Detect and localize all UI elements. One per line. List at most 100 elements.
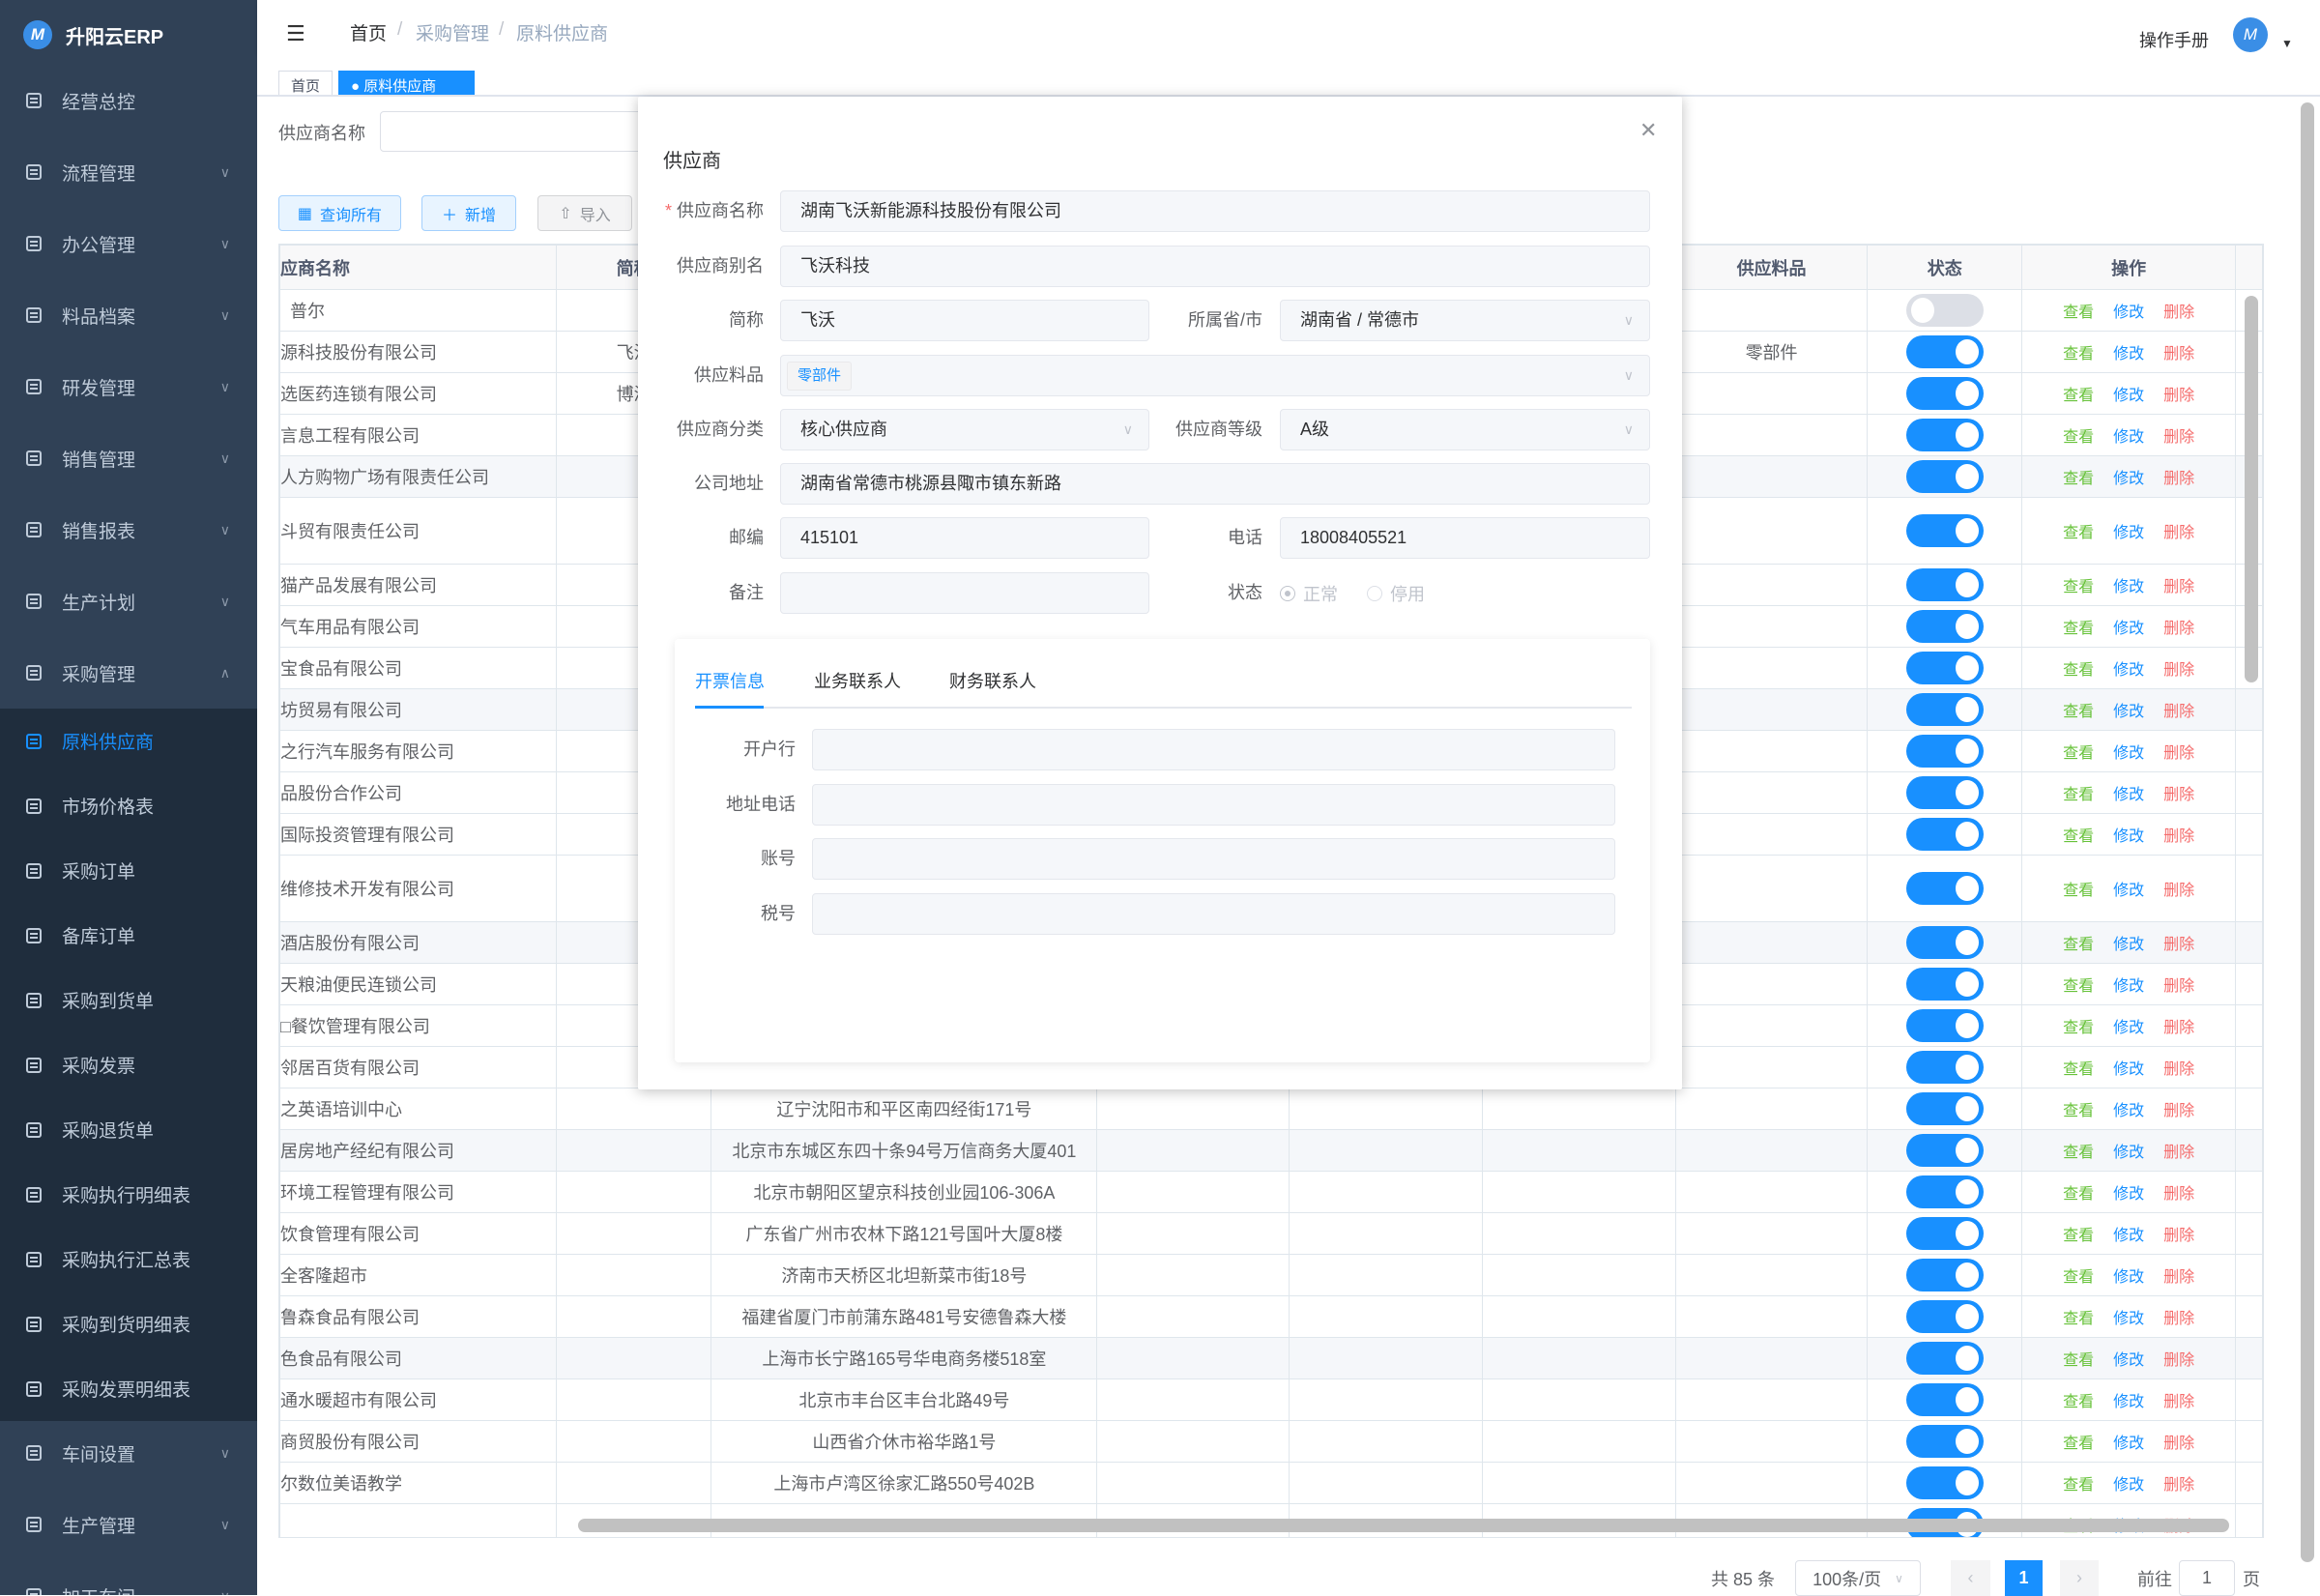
delete-link[interactable]: 删除 xyxy=(2163,1020,2195,1036)
view-link[interactable]: 查看 xyxy=(2063,1020,2095,1036)
page-scrollbar[interactable] xyxy=(2301,102,2314,1562)
sidebar-subitem-8[interactable]: 采购执行汇总表 xyxy=(0,1227,257,1291)
tab-home[interactable]: 首页 xyxy=(278,71,334,95)
page-1-button[interactable]: 1 xyxy=(2005,1560,2043,1596)
edit-link[interactable]: 修改 xyxy=(2113,388,2145,404)
caret-down-icon[interactable]: ▼ xyxy=(2281,37,2293,50)
view-link[interactable]: 查看 xyxy=(2063,429,2095,446)
delete-link[interactable]: 删除 xyxy=(2163,1186,2195,1203)
delete-link[interactable]: 删除 xyxy=(2163,1269,2195,1286)
edit-link[interactable]: 修改 xyxy=(2113,883,2145,899)
view-link[interactable]: 查看 xyxy=(2063,1186,2095,1203)
col-material[interactable]: 供应料品 xyxy=(1674,245,1869,290)
delete-link[interactable]: 删除 xyxy=(2163,1477,2195,1494)
radio-normal[interactable]: 正常 xyxy=(1280,581,1338,606)
delete-link[interactable]: 删除 xyxy=(2163,978,2195,995)
delete-link[interactable]: 删除 xyxy=(2163,1145,2195,1161)
province-select[interactable]: 湖南省 / 常德市 ∨ xyxy=(1280,300,1650,341)
breadcrumb-home[interactable]: 首页 xyxy=(350,24,388,44)
status-toggle[interactable] xyxy=(1905,872,1984,905)
manual-link[interactable]: 操作手册 xyxy=(2139,31,2209,50)
edit-link[interactable]: 修改 xyxy=(2113,1311,2145,1327)
delete-link[interactable]: 删除 xyxy=(2163,787,2195,803)
view-link[interactable]: 查看 xyxy=(2063,621,2095,637)
sidebar-subitem-6[interactable]: 采购退货单 xyxy=(0,1097,257,1162)
view-link[interactable]: 查看 xyxy=(2063,1394,2095,1410)
view-link[interactable]: 查看 xyxy=(2063,388,2095,404)
delete-link[interactable]: 删除 xyxy=(2163,937,2195,953)
account-field[interactable] xyxy=(812,838,1615,880)
view-link[interactable]: 查看 xyxy=(2063,787,2095,803)
status-toggle[interactable] xyxy=(1905,335,1984,368)
sidebar-subitem-7[interactable]: 采购执行明细表 xyxy=(0,1162,257,1227)
view-link[interactable]: 查看 xyxy=(2063,745,2095,762)
supplier-name-field[interactable]: 湖南飞沃新能源科技股份有限公司 xyxy=(780,190,1650,232)
view-link[interactable]: 查看 xyxy=(2063,1145,2095,1161)
delete-link[interactable]: 删除 xyxy=(2163,429,2195,446)
tab-business-contact[interactable]: 业务联系人 xyxy=(814,672,901,691)
delete-link[interactable]: 删除 xyxy=(2163,305,2195,321)
edit-link[interactable]: 修改 xyxy=(2113,525,2145,541)
import-button[interactable]: ⇧ 导入 xyxy=(537,195,632,231)
app-logo[interactable]: M 升阳云ERP xyxy=(23,17,163,52)
delete-link[interactable]: 删除 xyxy=(2163,579,2195,595)
edit-link[interactable]: 修改 xyxy=(2113,1020,2145,1036)
view-link[interactable]: 查看 xyxy=(2063,1477,2095,1494)
col-ops[interactable]: 操作 xyxy=(2021,245,2236,290)
delete-link[interactable]: 删除 xyxy=(2163,704,2195,720)
status-toggle[interactable] xyxy=(1905,460,1984,493)
remark-field[interactable] xyxy=(780,572,1149,614)
status-toggle[interactable] xyxy=(1905,1009,1984,1042)
status-toggle[interactable] xyxy=(1905,1383,1984,1416)
delete-link[interactable]: 删除 xyxy=(2163,1436,2195,1452)
edit-link[interactable]: 修改 xyxy=(2113,1186,2145,1203)
bank-field[interactable] xyxy=(812,729,1615,770)
edit-link[interactable]: 修改 xyxy=(2113,621,2145,637)
edit-link[interactable]: 修改 xyxy=(2113,745,2145,762)
status-toggle[interactable] xyxy=(1905,652,1984,684)
material-select[interactable]: 零部件 ∨ xyxy=(780,355,1650,396)
sidebar-item-7[interactable]: 生产计划 ∨ xyxy=(0,566,257,637)
level-select[interactable]: A级 ∨ xyxy=(1280,409,1650,450)
sidebar-subitem-1[interactable]: 市场价格表 xyxy=(0,773,257,838)
status-toggle[interactable] xyxy=(1905,735,1984,768)
edit-link[interactable]: 修改 xyxy=(2113,305,2145,321)
status-toggle[interactable] xyxy=(1905,776,1984,809)
zip-field[interactable]: 415101 xyxy=(780,517,1149,559)
material-tag[interactable]: 零部件 xyxy=(787,362,853,392)
sidebar-bottom-item-2[interactable]: 加工车间 ∨ xyxy=(0,1560,257,1595)
view-link[interactable]: 查看 xyxy=(2063,579,2095,595)
view-link[interactable]: 查看 xyxy=(2063,704,2095,720)
view-link[interactable]: 查看 xyxy=(2063,1061,2095,1078)
add-button[interactable]: ＋ 新增 xyxy=(421,195,516,231)
delete-link[interactable]: 删除 xyxy=(2163,1228,2195,1244)
page-size-select[interactable]: 100条/页 ∨ xyxy=(1795,1560,1921,1596)
goto-page-input[interactable]: 1 xyxy=(2179,1560,2235,1596)
view-link[interactable]: 查看 xyxy=(2063,1311,2095,1327)
sidebar-item-6[interactable]: 销售报表 ∨ xyxy=(0,494,257,566)
view-link[interactable]: 查看 xyxy=(2063,1436,2095,1452)
edit-link[interactable]: 修改 xyxy=(2113,828,2145,845)
status-toggle[interactable] xyxy=(1905,1466,1984,1499)
edit-link[interactable]: 修改 xyxy=(2113,579,2145,595)
view-link[interactable]: 查看 xyxy=(2063,978,2095,995)
delete-link[interactable]: 删除 xyxy=(2163,621,2195,637)
view-link[interactable]: 查看 xyxy=(2063,662,2095,679)
category-select[interactable]: 核心供应商 ∨ xyxy=(780,409,1149,450)
sidebar-subitem-2[interactable]: 采购订单 xyxy=(0,838,257,903)
col-name[interactable]: 应商名称 xyxy=(279,245,557,290)
view-link[interactable]: 查看 xyxy=(2063,525,2095,541)
status-toggle[interactable] xyxy=(1905,926,1984,959)
view-link[interactable]: 查看 xyxy=(2063,1352,2095,1369)
edit-link[interactable]: 修改 xyxy=(2113,1228,2145,1244)
close-icon[interactable]: ✕ xyxy=(1639,118,1658,142)
view-link[interactable]: 查看 xyxy=(2063,471,2095,487)
view-link[interactable]: 查看 xyxy=(2063,883,2095,899)
tab-finance-contact[interactable]: 财务联系人 xyxy=(949,672,1036,691)
status-toggle[interactable] xyxy=(1905,568,1984,601)
sidebar-subitem-5[interactable]: 采购发票 xyxy=(0,1032,257,1097)
status-toggle[interactable] xyxy=(1905,1425,1984,1458)
status-toggle[interactable] xyxy=(1905,1175,1984,1208)
status-toggle[interactable] xyxy=(1905,377,1984,410)
prev-page-button[interactable]: ‹ xyxy=(1951,1560,1990,1596)
